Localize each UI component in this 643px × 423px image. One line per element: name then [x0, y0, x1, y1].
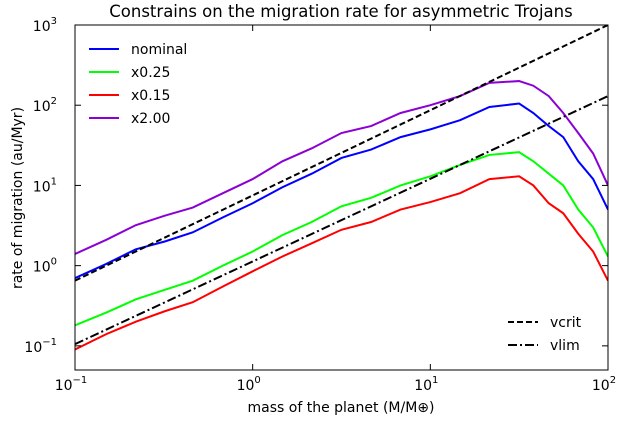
tick-base: 10 — [414, 378, 432, 394]
tick-exponent: 1 — [432, 375, 438, 386]
tick-base: 10 — [33, 260, 51, 276]
tick-exponent: −1 — [73, 375, 88, 386]
series-line — [75, 102, 608, 279]
tick-label: 103 — [33, 16, 57, 35]
x-axis-label: mass of the planet (M/M⊕) — [248, 400, 435, 416]
legend-label: vcrit — [550, 315, 582, 331]
y-axis-label: rate of migration (au/Myr) — [10, 107, 26, 289]
tick-base: 10 — [33, 99, 51, 115]
series-line — [75, 175, 608, 351]
tick-base: 10 — [55, 378, 73, 394]
series-line — [75, 151, 608, 327]
tick-exponent: 1 — [51, 176, 57, 187]
tick-exponent: 0 — [254, 375, 260, 386]
legend-label: vlim — [550, 338, 580, 354]
tick-base: 10 — [33, 19, 51, 35]
tick-label: 10−1 — [55, 375, 88, 394]
tick-exponent: −1 — [42, 337, 57, 348]
legend-label: x0.15 — [131, 88, 170, 104]
chart-title: Constrains on the migration rate for asy… — [109, 2, 572, 21]
tick-exponent: 2 — [51, 96, 57, 107]
tick-label: 102 — [592, 375, 616, 394]
plot-frame — [74, 24, 609, 371]
tick-base: 10 — [33, 179, 51, 195]
tick-exponent: 0 — [51, 257, 57, 268]
tick-base: 10 — [592, 378, 610, 394]
tick-exponent: 3 — [51, 16, 57, 27]
series-line — [75, 95, 608, 346]
tick-base: 10 — [24, 340, 42, 356]
tick-label: 101 — [414, 375, 438, 394]
legend-label: x2.00 — [131, 111, 170, 127]
tick-base: 10 — [237, 378, 255, 394]
tick-exponent: 2 — [610, 375, 616, 386]
tick-label: 100 — [33, 257, 57, 276]
legend-label: nominal — [131, 42, 187, 58]
tick-label: 101 — [33, 176, 57, 195]
series-line — [75, 80, 608, 255]
tick-label: 100 — [237, 375, 261, 394]
tick-label: 10−1 — [24, 337, 57, 356]
series-line — [75, 25, 608, 282]
tick-label: 102 — [33, 96, 57, 115]
legend-label: x0.25 — [131, 65, 170, 81]
